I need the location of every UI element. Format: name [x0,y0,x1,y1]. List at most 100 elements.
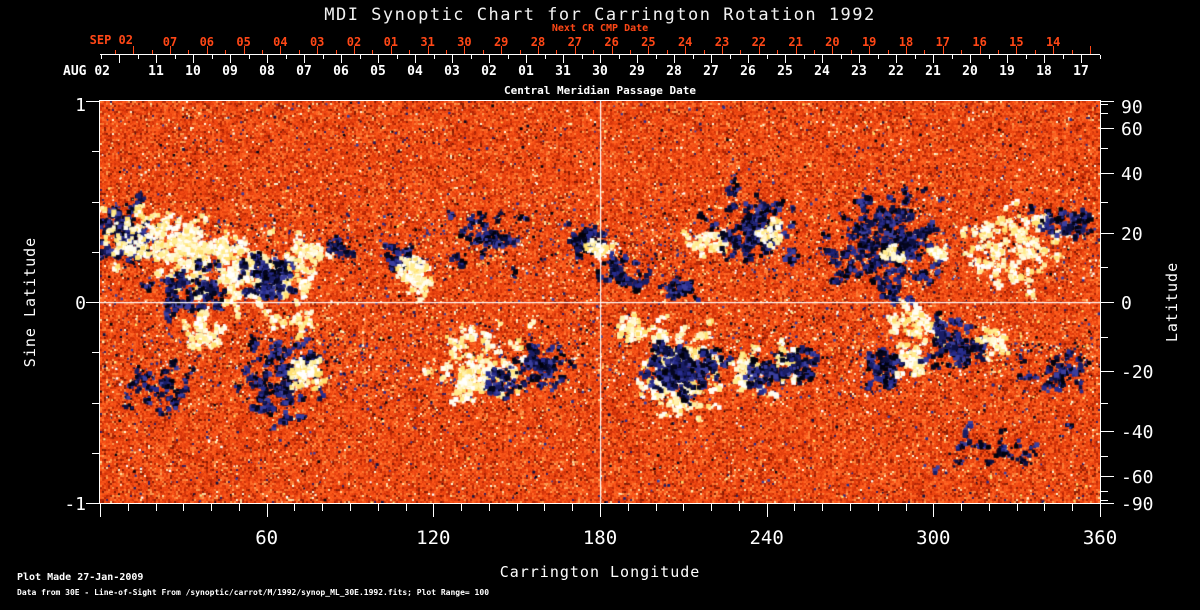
cmp-tick [692,55,694,59]
cmp-tick [359,55,361,59]
cmp-date-label: 01 [518,64,534,79]
cmp-date-label: 27 [703,64,719,79]
sine-lat-minor-tick [92,151,99,153]
next-cr-tick [354,46,355,54]
cmp-tick [637,55,638,63]
cmp-tick [193,55,194,63]
lon-tick [377,504,379,511]
cmp-tick [322,55,324,59]
next-cr-date-label: 25 [641,35,656,49]
cmp-date-label: 28 [666,64,682,79]
sine-lat-tick-label: 0 [75,293,86,314]
lon-tick [1016,504,1018,511]
cmp-date-label: 09 [222,64,238,79]
next-cr-tick [206,46,208,54]
cmp-tick [507,55,509,59]
cmp-tick [729,55,731,59]
lon-tick [683,504,685,511]
next-cr-tick [556,50,558,54]
lon-tick-label: 360 [1082,527,1118,549]
x-axis-title: Carrington Longitude [499,563,701,581]
cmp-tick [748,55,749,63]
cmp-tick [285,55,287,59]
lon-tick [461,504,463,511]
cmp-tick [581,55,583,59]
next-cr-date-label: 27 [567,35,583,49]
next-cr-tick [1016,46,1018,54]
lat-tick-label: 40 [1121,163,1143,185]
next-cr-date-label: 05 [236,35,251,49]
lat-tick [1101,476,1114,478]
next-cr-tick [1090,46,1091,54]
cmp-date-label: 04 [407,64,423,79]
next-cr-date-label: 24 [677,35,693,49]
lat-tick-label: -20 [1121,361,1154,383]
cmp-date-label: 17 [1073,64,1089,79]
next-cr-tick [225,50,227,54]
next-cr-tick [151,50,153,54]
cmp-tick [951,55,953,59]
cmp-date-label: 30 [592,64,608,79]
lat-tick-label: -90 [1121,494,1154,515]
cmp-tick [655,55,657,59]
next-cr-tick [611,46,613,54]
next-cr-date-label: 31 [420,35,435,49]
cmp-tick [803,55,805,59]
lon-tick [266,504,268,517]
cmp-tick [563,55,564,63]
lat-tick [1101,302,1114,303]
next-cr-tick [133,46,135,54]
lat-tick [1101,172,1114,174]
lon-tick [877,504,879,511]
lon-tick [794,504,796,511]
lon-tick [544,504,546,511]
lat-minor-tick [1101,336,1108,338]
lat-minor-tick [1101,455,1108,457]
lon-tick [850,504,851,511]
cmp-tick [1099,55,1101,59]
lat-minor-tick [1101,104,1108,106]
next-cr-date-label: 28 [530,35,546,49]
cmp-tick [822,55,823,63]
next-cr-tick [666,50,668,54]
next-cr-tick [188,50,190,54]
next-cr-tick [519,50,521,54]
next-cr-tick [298,50,300,54]
cmp-tick [378,55,379,63]
lon-tick [961,504,963,511]
cmp-date-label: 07 [296,64,312,79]
cmp-date-label: 08 [259,64,275,79]
cmp-date-label: 06 [333,64,349,79]
cmp-tick [1044,55,1045,63]
lat-tick-label: 20 [1121,224,1143,246]
cmp-tick [766,55,768,59]
next-cr-tick [335,50,337,54]
next-cr-date-label: 02 [346,35,362,49]
cmp-month-label: AUG 02 [63,64,110,79]
lon-tick [1072,504,1074,511]
next-cr-date-label: 07 [162,35,178,49]
next-cr-tick [574,46,576,54]
cmp-tick [415,55,416,63]
cmp-tick [896,55,897,63]
next-cr-tick [630,50,631,54]
lon-tick [933,504,935,517]
cmp-tick [840,55,842,59]
cmp-tick [230,55,231,63]
cmp-tick [1081,55,1082,63]
cmp-tick [1062,55,1064,59]
next-cr-tick [998,50,999,54]
next-cr-date-label: 29 [493,35,509,49]
sine-lat-tick-label: -1 [64,494,86,515]
lat-tick [1101,503,1114,504]
cmp-date-label: 03 [444,64,460,79]
lon-tick [127,504,129,511]
cmp-tick [489,55,490,63]
y-axis-right-title: Latitude [1163,261,1181,343]
lon-tick [627,504,629,511]
lon-tick [211,504,213,511]
next-cr-tick [1034,50,1036,54]
lon-tick [433,504,435,517]
next-cr-tick [979,46,981,54]
next-cr-date-label: 06 [199,35,215,49]
